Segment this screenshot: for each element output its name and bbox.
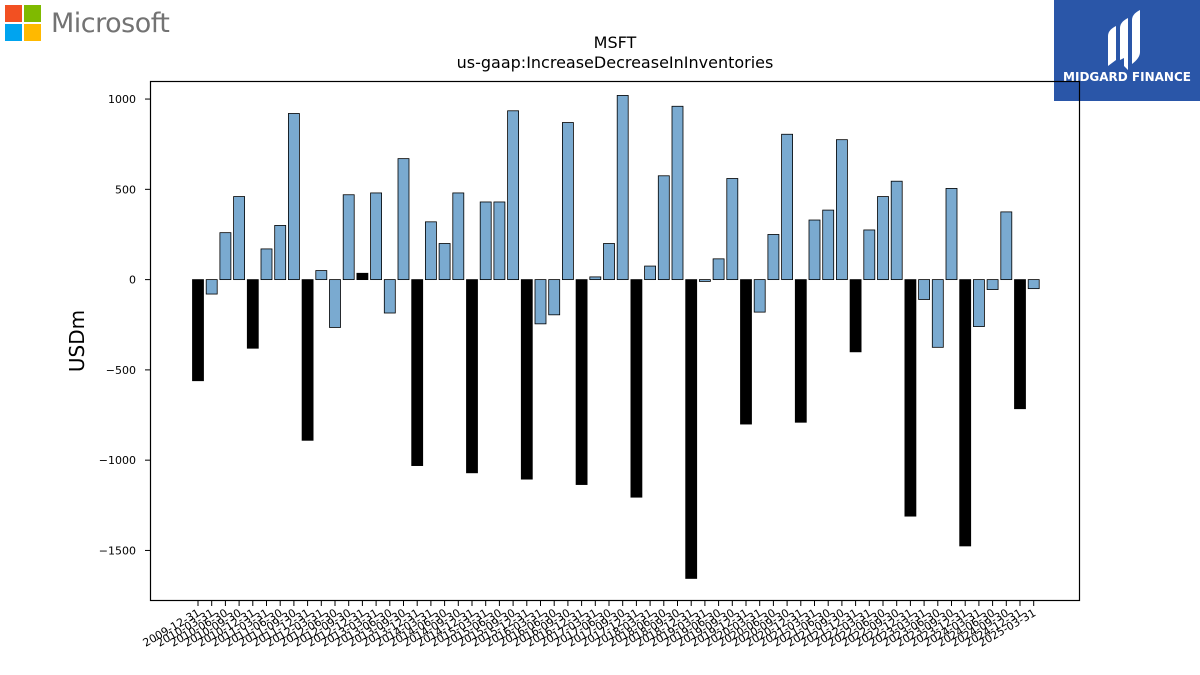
bar-2012-03-31 bbox=[315, 270, 328, 281]
bar-2012-06-30 bbox=[329, 279, 341, 328]
bar-2023-12-31 bbox=[959, 279, 972, 547]
bar-2015-03-31 bbox=[479, 201, 492, 281]
bar-2020-12-31 bbox=[794, 279, 807, 423]
bar-2016-12-31 bbox=[575, 279, 588, 485]
bar-2020-09-30 bbox=[781, 133, 793, 281]
bar-2022-03-31 bbox=[863, 229, 876, 281]
bar-2019-12-31 bbox=[740, 279, 752, 425]
x-axis: 2009-12-312010-03-312010-06-302010-09-30… bbox=[141, 601, 1038, 650]
bar-2021-06-30 bbox=[822, 209, 835, 281]
y-tick-label: −500 bbox=[106, 364, 136, 377]
midgard-finance-label: MIDGARD FINANCE bbox=[1063, 70, 1191, 84]
bar-2014-12-31 bbox=[466, 279, 478, 474]
bar-2019-09-30 bbox=[726, 178, 739, 281]
bar-2024-06-30 bbox=[986, 279, 999, 290]
bar-2016-06-30 bbox=[548, 279, 561, 316]
bar-2018-12-31 bbox=[685, 279, 698, 579]
midgard-logo-icon bbox=[1108, 10, 1140, 70]
bar-2022-09-30 bbox=[890, 180, 903, 281]
chart-subtitle: us-gaap:IncreaseDecreaseInInventories bbox=[457, 53, 774, 72]
bar-2016-03-31 bbox=[534, 279, 547, 325]
y-axis-label: USDm bbox=[65, 310, 89, 372]
logo-square-green bbox=[24, 5, 41, 22]
y-tick-label: −1500 bbox=[99, 544, 136, 557]
bar-2024-09-30 bbox=[1000, 211, 1013, 281]
midgard-finance-badge: MIDGARD FINANCE bbox=[1054, 0, 1200, 101]
y-tick-label: 1000 bbox=[108, 93, 136, 106]
brand-header: Microsoft bbox=[5, 5, 170, 41]
bar-2014-09-30 bbox=[452, 192, 465, 281]
bar-2010-03-31 bbox=[205, 279, 218, 295]
microsoft-logo-icon bbox=[5, 5, 41, 41]
bar-2020-03-31 bbox=[753, 279, 766, 313]
bar-2013-03-31 bbox=[370, 192, 383, 281]
bar-2017-03-31 bbox=[589, 276, 602, 281]
chart-title: MSFT bbox=[594, 33, 637, 52]
bar-2009-12-31 bbox=[192, 279, 204, 382]
bar-2024-12-31 bbox=[1014, 279, 1026, 410]
logo-square-yellow bbox=[24, 24, 41, 41]
logo-square-blue bbox=[5, 24, 22, 41]
bar-2017-12-31 bbox=[630, 279, 643, 498]
bar-2021-03-31 bbox=[808, 219, 821, 281]
bar-2013-12-31 bbox=[411, 279, 424, 466]
bar-2012-09-30 bbox=[342, 194, 355, 281]
bar-2011-03-31 bbox=[260, 248, 273, 281]
bar-2014-03-31 bbox=[424, 221, 437, 281]
bar-2018-03-31 bbox=[644, 265, 656, 281]
bar-2020-06-30 bbox=[767, 234, 780, 281]
bar-2022-12-31 bbox=[904, 279, 917, 517]
bar-2013-06-30 bbox=[383, 279, 396, 314]
bar-2018-06-30 bbox=[657, 175, 670, 281]
bar-2011-06-30 bbox=[274, 225, 287, 281]
bar-2019-03-31 bbox=[699, 279, 711, 282]
bar-2023-09-30 bbox=[945, 188, 958, 281]
bar-2010-12-31 bbox=[246, 279, 259, 349]
bar-2014-06-30 bbox=[438, 243, 451, 281]
brand-name: Microsoft bbox=[51, 7, 170, 39]
bar-2018-09-30 bbox=[671, 105, 684, 281]
bar-2015-06-30 bbox=[493, 201, 506, 281]
bar-2013-09-30 bbox=[397, 158, 410, 281]
bar-2023-03-31 bbox=[918, 279, 930, 300]
bar-2019-06-30 bbox=[712, 258, 725, 281]
bar-2016-09-30 bbox=[562, 122, 574, 281]
logo-square-red bbox=[5, 5, 22, 22]
bar-2011-12-31 bbox=[301, 279, 314, 441]
bar-2015-12-31 bbox=[520, 279, 533, 480]
plot-frame bbox=[149, 80, 1081, 602]
bar-2024-03-31 bbox=[973, 279, 985, 327]
bar-2023-06-30 bbox=[931, 279, 944, 348]
bar-2025-03-31 bbox=[1027, 279, 1040, 290]
bar-2021-09-30 bbox=[836, 139, 848, 281]
bar-2011-09-30 bbox=[287, 113, 300, 281]
bar-2010-06-30 bbox=[219, 232, 232, 281]
y-axis: 1000 500 0 −500 −1000 −1500 bbox=[99, 93, 150, 557]
y-tick-label: 0 bbox=[129, 274, 136, 287]
bar-2012-12-31 bbox=[356, 272, 369, 281]
y-tick-label: 500 bbox=[115, 183, 136, 196]
bar-2017-09-30 bbox=[616, 95, 629, 281]
bar-2010-09-30 bbox=[233, 196, 246, 281]
bars-layer bbox=[192, 95, 1040, 579]
bar-2021-12-31 bbox=[849, 279, 862, 353]
bar-2015-09-30 bbox=[507, 110, 520, 281]
y-tick-label: −1000 bbox=[99, 454, 136, 467]
bar-2022-06-30 bbox=[877, 196, 889, 281]
bar-2017-06-30 bbox=[603, 243, 615, 281]
